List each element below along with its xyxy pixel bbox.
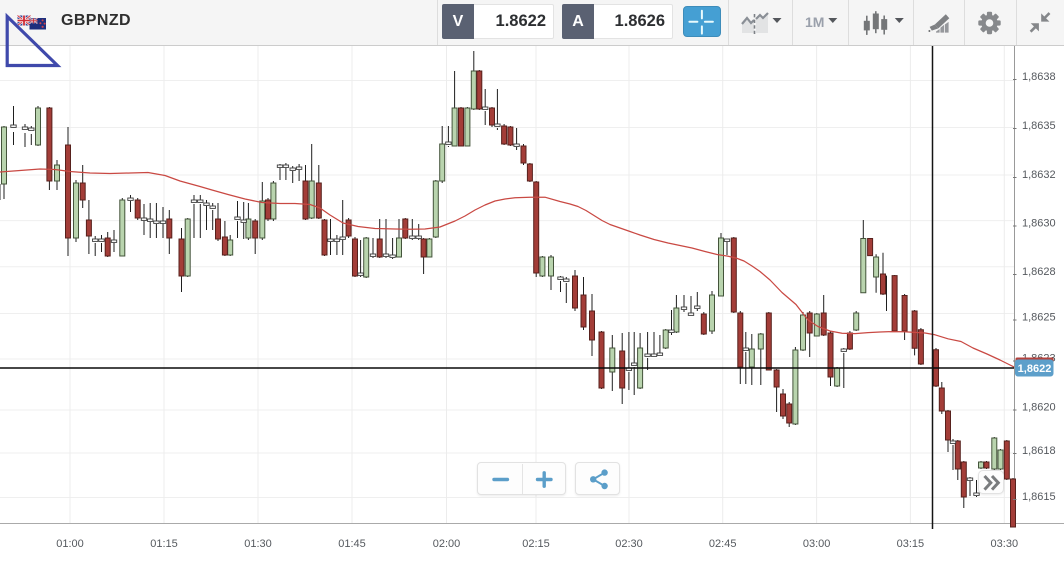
svg-text:1,8630: 1,8630 [1022, 218, 1056, 230]
svg-text:1,8618: 1,8618 [1022, 445, 1056, 457]
svg-text:1M: 1M [805, 14, 824, 30]
svg-text:02:00: 02:00 [433, 538, 461, 550]
svg-text:03:15: 03:15 [897, 538, 925, 550]
svg-text:1,8635: 1,8635 [1022, 120, 1056, 132]
svg-text:01:45: 01:45 [338, 538, 366, 550]
svg-text:1,8628: 1,8628 [1022, 266, 1056, 278]
svg-text:01:30: 01:30 [244, 538, 272, 550]
svg-text:01:15: 01:15 [150, 538, 178, 550]
svg-text:1,8622: 1,8622 [1018, 363, 1052, 375]
svg-text:1,8625: 1,8625 [1022, 312, 1056, 324]
svg-text:03:30: 03:30 [991, 538, 1019, 550]
svg-text:02:15: 02:15 [522, 538, 550, 550]
svg-text:03:00: 03:00 [803, 538, 831, 550]
svg-text:02:30: 02:30 [615, 538, 643, 550]
svg-text:1,8632: 1,8632 [1022, 169, 1056, 181]
svg-text:02:45: 02:45 [709, 538, 737, 550]
svg-text:1,8615: 1,8615 [1022, 491, 1056, 503]
svg-text:01:00: 01:00 [56, 538, 84, 550]
svg-text:1,8620: 1,8620 [1022, 402, 1056, 414]
svg-text:1,8638: 1,8638 [1022, 71, 1056, 83]
